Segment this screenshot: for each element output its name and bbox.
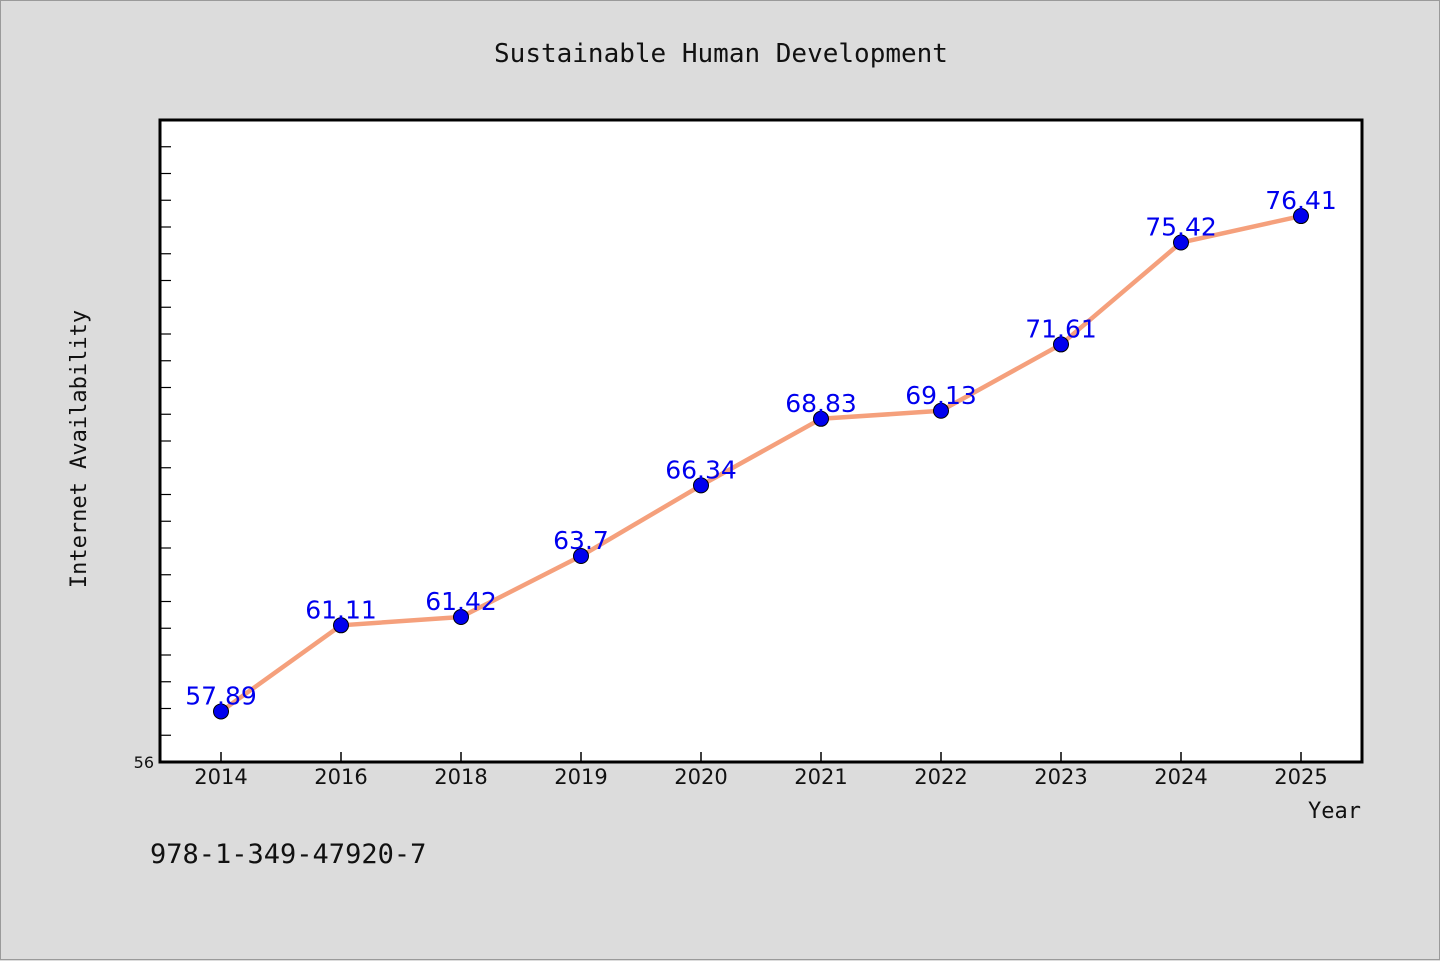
data-label-2018: 61.42: [425, 587, 497, 616]
x-tick-label: 2021: [794, 765, 847, 789]
data-labels: 57.89 61.11 61.42 63.7 66.34 68.83 69.13 71.61 7…: [185, 186, 1337, 710]
data-point-2014: [213, 703, 229, 720]
x-tick-label: 2025: [1274, 765, 1327, 789]
series-line: [218, 213, 1304, 714]
x-tick-label: 2022: [914, 765, 967, 789]
x-tick-label: 2016: [314, 765, 367, 789]
series-markers: [213, 208, 1309, 720]
data-point-2022: [933, 402, 949, 419]
series-line-group: [218, 213, 1304, 714]
data-point-2020: [693, 477, 709, 494]
data-label-2020: 66.34: [665, 455, 737, 484]
data-point-2021: [813, 410, 829, 427]
data-label-2021: 68.83: [785, 389, 857, 418]
data-label-2025: 76.41: [1265, 186, 1337, 215]
data-point-2016: [333, 617, 349, 634]
y-tick-label: 56: [134, 753, 154, 772]
x-tick-label: 2014: [194, 765, 247, 789]
y-axis-ticks: 56: [134, 146, 171, 772]
chart-title: Sustainable Human Development: [494, 39, 948, 69]
data-label-2023: 71.61: [1025, 314, 1097, 343]
data-label-2019: 63.7: [553, 526, 609, 555]
x-tick-label: 2023: [1034, 765, 1087, 789]
data-label-2014: 57.89: [185, 681, 257, 710]
data-point-2024: [1173, 234, 1189, 251]
footer-isbn: 978-1-349-47920-7: [150, 839, 426, 870]
x-tick-label: 2018: [434, 765, 487, 789]
data-label-2024: 75.42: [1145, 213, 1217, 242]
data-label-2016: 61.11: [305, 595, 377, 624]
data-point-2025: [1293, 208, 1309, 225]
x-axis-label: Year: [1308, 799, 1361, 824]
data-point-2018: [453, 609, 469, 626]
data-point-2019: [573, 548, 589, 565]
data-point-2023: [1053, 336, 1069, 353]
y-axis-label: Internet Availability: [67, 310, 92, 588]
data-label-2022: 69.13: [905, 381, 977, 410]
x-tick-label: 2024: [1154, 765, 1207, 789]
x-tick-label: 2020: [674, 765, 727, 789]
x-tick-label: 2019: [554, 765, 607, 789]
x-axis-ticks: 2014 2016 2018 2019 2020 2021 2022 2023 2024 2025: [194, 752, 1328, 789]
plot-area: [158, 118, 1364, 764]
